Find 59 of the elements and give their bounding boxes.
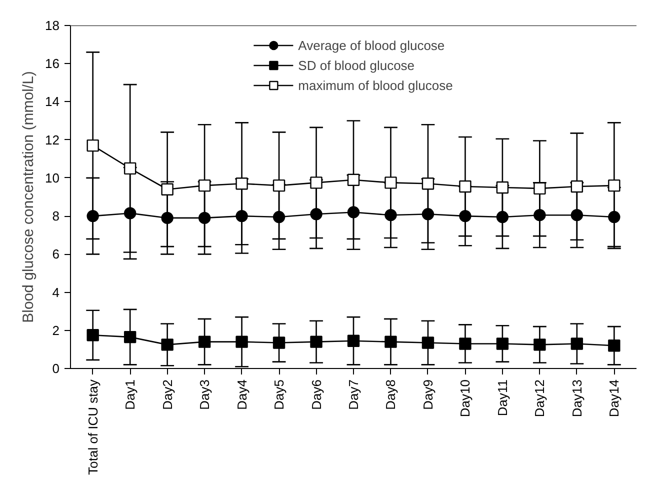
- point: [161, 183, 174, 196]
- x-tick-label: Day5: [272, 379, 287, 410]
- x-tick-label: Day1: [122, 379, 138, 410]
- point: [496, 210, 509, 224]
- point: [534, 182, 546, 195]
- point: [422, 208, 434, 220]
- x-tick-label: Day8: [383, 379, 398, 410]
- point: [124, 207, 136, 220]
- y-tick-label: 6: [52, 246, 60, 262]
- x-tick-label: Day13: [569, 380, 584, 418]
- point: [198, 212, 211, 224]
- y-tick-label: 10: [45, 170, 60, 186]
- x-tick-label: Day14: [606, 380, 622, 418]
- point: [310, 176, 322, 189]
- y-tick-label: 0: [52, 361, 60, 376]
- point: [272, 179, 286, 192]
- point: [608, 210, 620, 224]
- x-tick-label: Day2: [160, 379, 175, 410]
- point: [161, 212, 174, 224]
- point: [534, 209, 546, 222]
- point: [86, 210, 99, 222]
- legend-label: Average of blood glucose: [298, 38, 445, 52]
- point: [459, 180, 472, 193]
- legend-label: SD of blood glucose: [298, 58, 415, 72]
- point: [570, 180, 584, 193]
- point: [422, 178, 434, 190]
- x-tick-label: Day7: [346, 379, 361, 410]
- x-tick-label: Day10: [458, 380, 473, 418]
- x-tick-label: Day9: [420, 379, 436, 410]
- point: [310, 208, 322, 220]
- y-tick-label: 18: [45, 18, 60, 33]
- point: [124, 162, 136, 175]
- y-tick-label: 14: [45, 94, 60, 110]
- point: [347, 206, 360, 218]
- x-tick-label: Day12: [532, 380, 548, 418]
- point: [384, 209, 397, 222]
- y-axis-title: Blood glucose concentration (mmol/L): [20, 71, 38, 323]
- point: [236, 178, 248, 190]
- point: [608, 179, 620, 192]
- point: [198, 179, 211, 192]
- point: [570, 209, 584, 222]
- x-tick-label: Day3: [197, 379, 212, 410]
- point: [459, 210, 472, 222]
- point: [86, 139, 99, 152]
- legend-label: maximum of blood glucose: [298, 78, 453, 92]
- point: [236, 210, 248, 222]
- point: [272, 210, 286, 224]
- x-tick-label: Day4: [234, 379, 250, 410]
- x-tick-label: Day6: [308, 379, 324, 410]
- y-tick-label: 16: [45, 56, 60, 72]
- y-tick-label: 8: [52, 208, 60, 224]
- y-tick-label: 4: [52, 284, 60, 300]
- point: [384, 176, 397, 189]
- point: [347, 174, 360, 186]
- point: [496, 181, 509, 194]
- x-tick-label: Day11: [494, 379, 510, 416]
- y-tick-label: 12: [45, 132, 60, 148]
- x-tick-label: Total of ICU stay: [85, 379, 100, 475]
- y-tick-label: 2: [52, 322, 60, 338]
